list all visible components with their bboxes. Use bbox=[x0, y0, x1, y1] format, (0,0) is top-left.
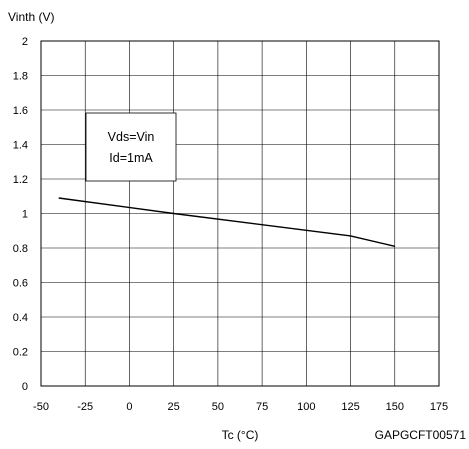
y-tick-label: 1.4 bbox=[13, 140, 28, 152]
y-tick-label: 0.2 bbox=[13, 347, 28, 359]
y-tick-label: 0.8 bbox=[13, 243, 28, 255]
condition-annotation-box: Vds=Vin Id=1mA bbox=[85, 112, 177, 182]
y-tick-labels: 0 0.2 0.4 0.6 0.8 1 1.2 1.4 1.6 1.8 2 bbox=[13, 36, 28, 393]
x-tick-label: 125 bbox=[341, 401, 359, 413]
y-tick-label: 0.4 bbox=[13, 312, 28, 324]
vinth-series-line bbox=[58, 197, 395, 247]
x-tick-label: -25 bbox=[77, 401, 93, 413]
y-tick-label: 0.6 bbox=[13, 278, 28, 290]
x-axis-label: Tc (°C) bbox=[222, 428, 259, 442]
x-tick-label: 75 bbox=[256, 401, 268, 413]
annotation-line-1: Vds=Vin bbox=[108, 130, 155, 144]
y-tick-label: 2 bbox=[22, 36, 28, 48]
plot-area-border bbox=[40, 40, 440, 387]
y-tick-label: 0 bbox=[22, 381, 28, 393]
annotation-line-2: Id=1mA bbox=[109, 151, 153, 165]
y-tick-label: 1 bbox=[22, 209, 28, 221]
annotation-frame bbox=[85, 112, 177, 182]
x-tick-label: 25 bbox=[168, 401, 180, 413]
x-tick-label: -50 bbox=[33, 401, 49, 413]
x-tick-label: 175 bbox=[430, 401, 448, 413]
y-tick-label: 1.8 bbox=[13, 71, 28, 83]
grid-lines bbox=[40, 40, 440, 387]
y-tick-label: 1.6 bbox=[13, 105, 28, 117]
x-tick-labels: -50 -25 0 25 50 75 100 125 150 175 bbox=[33, 401, 448, 413]
y-tick-label: 1.2 bbox=[13, 174, 28, 186]
x-tick-label: 0 bbox=[126, 401, 132, 413]
x-tick-label: 100 bbox=[297, 401, 315, 413]
y-axis-label: Vinth (V) bbox=[8, 10, 54, 24]
x-tick-label: 150 bbox=[386, 401, 404, 413]
figure-id: GAPGCFT00571 bbox=[375, 428, 467, 442]
x-tick-label: 50 bbox=[212, 401, 224, 413]
